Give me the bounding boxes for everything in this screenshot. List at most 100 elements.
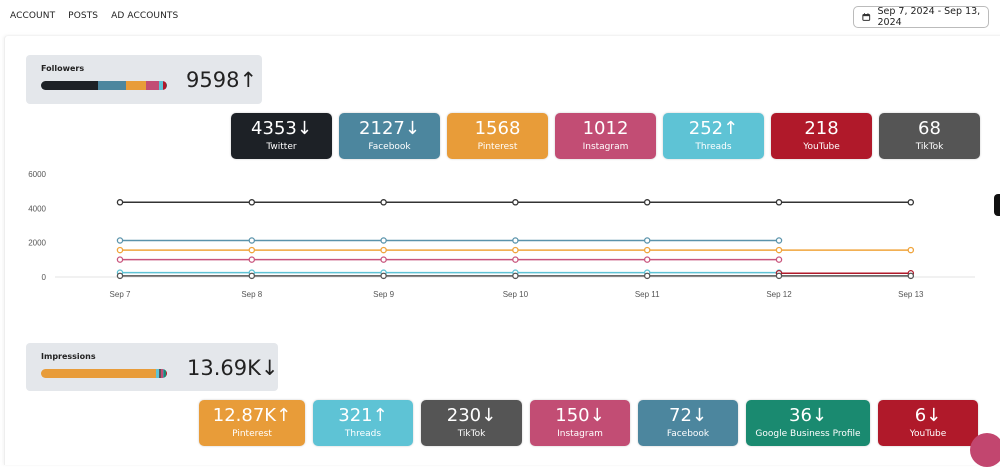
y-tick-label: 6000 [28, 170, 46, 179]
stat-value: 252↑ [688, 118, 739, 139]
impressions-summary: Impressions 13.69K↓ [26, 343, 279, 391]
data-point-twitter[interactable] [907, 199, 915, 206]
data-point-instagram[interactable] [512, 256, 519, 263]
data-point-twitter[interactable] [643, 199, 651, 206]
stat-card-google-business-profile[interactable]: 36↓ Google Business Profile [746, 400, 870, 446]
stat-value: 1568 [474, 118, 521, 139]
data-point-tiktok[interactable] [907, 272, 915, 280]
data-point-pinterest[interactable] [775, 246, 783, 254]
data-point-twitter[interactable] [512, 199, 519, 206]
stat-label: Facebook [666, 429, 710, 439]
stat-card-youtube[interactable]: 6↓ YouTube [878, 400, 978, 446]
main-panel [4, 35, 1000, 465]
stat-card-facebook[interactable]: 2127↓ Facebook [339, 113, 440, 159]
stat-card-threads[interactable]: 252↑ Threads [663, 113, 764, 159]
data-point-tiktok[interactable] [775, 272, 783, 280]
bar-segment [159, 369, 162, 378]
stat-label: Threads [695, 142, 732, 152]
data-point-instagram[interactable] [643, 256, 651, 263]
data-point-tiktok[interactable] [116, 272, 124, 280]
data-point-tiktok[interactable] [643, 272, 651, 280]
stat-card-tiktok[interactable]: 68 TikTok [879, 113, 980, 159]
data-point-pinterest[interactable] [380, 246, 387, 254]
data-point-pinterest[interactable] [116, 246, 124, 254]
data-point-facebook[interactable] [248, 237, 256, 244]
x-tick-label: Sep 10 [503, 290, 529, 299]
y-tick-label: 2000 [28, 239, 46, 248]
data-point-tiktok[interactable] [248, 272, 256, 280]
side-tab[interactable] [994, 194, 1000, 216]
data-point-pinterest[interactable] [248, 246, 256, 254]
stat-card-instagram[interactable]: 1012 Instagram [555, 113, 656, 159]
data-point-instagram[interactable] [248, 256, 256, 263]
top-nav: ACCOUNT POSTS AD ACCOUNTS [10, 11, 178, 21]
data-point-facebook[interactable] [116, 237, 124, 244]
data-point-instagram[interactable] [775, 256, 783, 263]
bar-segment [125, 81, 147, 90]
stat-value: 150↓ [555, 405, 605, 426]
stat-card-threads[interactable]: 321↑ Threads [313, 400, 413, 446]
data-point-tiktok[interactable] [380, 272, 387, 280]
stat-value: 321↑ [338, 405, 388, 426]
data-point-twitter[interactable] [380, 199, 387, 206]
data-point-instagram[interactable] [116, 256, 124, 263]
stat-card-instagram[interactable]: 150↓ Instagram [530, 400, 630, 446]
y-tick-label: 0 [42, 273, 47, 282]
stat-label: Instagram [582, 142, 629, 152]
calendar-icon [862, 13, 871, 21]
bar-segment [162, 81, 166, 90]
bar-segment [162, 369, 165, 378]
bar-segment [164, 369, 166, 378]
stat-card-facebook[interactable]: 72↓ Facebook [638, 400, 738, 446]
data-point-tiktok[interactable] [512, 272, 519, 280]
stat-card-pinterest[interactable]: 1568 Pinterest [447, 113, 548, 159]
data-point-facebook[interactable] [512, 237, 519, 244]
bar-segment [165, 81, 167, 90]
stat-label: Facebook [368, 142, 411, 152]
bar-segment [41, 81, 98, 90]
stat-card-youtube[interactable]: 218 YouTube [771, 113, 872, 159]
data-point-facebook[interactable] [643, 237, 651, 244]
stat-card-pinterest[interactable]: 12.87K↑ Pinterest [199, 400, 305, 446]
y-tick-label: 4000 [28, 204, 46, 213]
x-tick-label: Sep 12 [766, 290, 792, 299]
date-range-label: Sep 7, 2024 - Sep 13, 2024 [877, 6, 981, 28]
data-point-facebook[interactable] [775, 237, 783, 244]
stat-card-twitter[interactable]: 4353↓ Twitter [231, 113, 332, 159]
bar-segment [161, 369, 163, 378]
impressions-share-bar [41, 369, 167, 378]
nav-ad-accounts[interactable]: AD ACCOUNTS [111, 11, 179, 21]
date-range-picker[interactable]: Sep 7, 2024 - Sep 13, 2024 [853, 6, 989, 28]
stat-label: Pinterest [477, 142, 518, 152]
stat-value: 218 [804, 118, 839, 139]
data-point-pinterest[interactable] [907, 246, 915, 254]
data-point-twitter[interactable] [775, 199, 783, 206]
followers-share-bar [41, 81, 167, 90]
x-tick-label: Sep 11 [635, 290, 660, 299]
nav-account[interactable]: ACCOUNT [10, 11, 56, 21]
data-point-instagram[interactable] [380, 256, 387, 263]
bar-segment [41, 369, 157, 378]
stat-value: 6↓ [914, 405, 942, 426]
bar-segment [165, 369, 167, 378]
data-point-twitter[interactable] [248, 199, 256, 206]
followers-chart: 0 2000 4000 6000 Sep 7 Sep 8 Sep 9 Sep 10 Sep 11… [28, 170, 975, 299]
stat-label: Pinterest [232, 429, 272, 439]
data-point-pinterest[interactable] [512, 246, 519, 254]
impressions-total: 13.69K↓ [187, 356, 279, 380]
nav-posts[interactable]: POSTS [68, 11, 99, 21]
x-tick-label: Sep 13 [898, 290, 924, 299]
stat-card-tiktok[interactable]: 230↓ TikTok [421, 400, 522, 446]
stat-label: YouTube [909, 429, 947, 439]
x-tick-label: Sep 7 [110, 290, 131, 299]
stat-value: 36↓ [789, 405, 827, 426]
stat-label: Twitter [266, 142, 297, 152]
bar-segment [159, 81, 163, 90]
data-point-pinterest[interactable] [643, 246, 651, 254]
bar-segment [156, 369, 160, 378]
stat-label: Threads [344, 429, 382, 439]
help-button[interactable] [970, 433, 1000, 467]
data-point-facebook[interactable] [380, 237, 387, 244]
stat-value: 12.87K↑ [212, 405, 292, 426]
data-point-twitter[interactable] [116, 199, 124, 206]
